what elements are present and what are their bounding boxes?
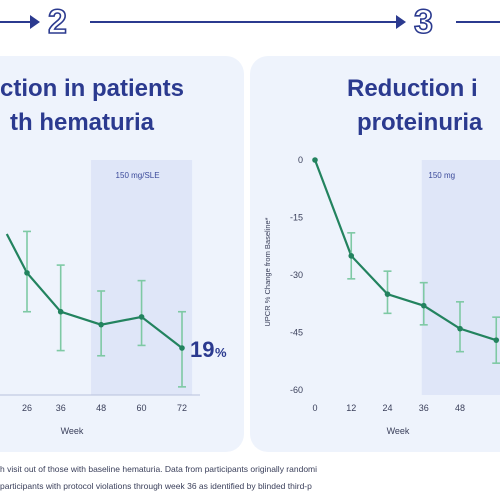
data-point bbox=[312, 157, 318, 163]
y-tick-label: -45 bbox=[290, 328, 303, 338]
step-number-3: 3 bbox=[413, 2, 434, 42]
end-value-unit: % bbox=[215, 345, 227, 360]
series-line bbox=[5, 233, 183, 349]
step-number-2: 2 bbox=[47, 2, 68, 42]
data-point bbox=[384, 291, 391, 297]
dose-band bbox=[91, 160, 193, 395]
data-point bbox=[179, 345, 185, 351]
data-point bbox=[24, 270, 30, 276]
panel-title-line-1: Reduction i bbox=[347, 75, 478, 102]
dose-label: 150 mg bbox=[428, 171, 455, 180]
panel-title-line-2: th hematuria bbox=[10, 109, 155, 136]
arrow-right-icon bbox=[396, 15, 406, 29]
data-point bbox=[348, 253, 355, 259]
data-point bbox=[98, 321, 104, 328]
end-value-label: 19 bbox=[190, 337, 214, 362]
data-point bbox=[420, 302, 427, 309]
y-tick-label: 0 bbox=[298, 155, 303, 165]
series-line bbox=[313, 159, 497, 342]
dose-label: 150 mg/SLE bbox=[116, 171, 160, 180]
x-tick-label: 72 bbox=[177, 403, 187, 413]
y-tick-label: -60 bbox=[290, 385, 303, 395]
panel-title-line-2: proteinuria bbox=[357, 109, 483, 136]
data-point bbox=[457, 325, 463, 332]
y-tick-label: -15 bbox=[290, 213, 303, 223]
x-tick-label: 60 bbox=[137, 403, 147, 413]
footnote-line-2: participants with protocol violations th… bbox=[0, 481, 312, 491]
x-axis-title: Week bbox=[387, 426, 410, 436]
x-tick-label: 48 bbox=[96, 403, 106, 413]
x-tick-label: 12 bbox=[346, 403, 356, 413]
panel-title-line-1: ction in patients bbox=[0, 75, 185, 102]
data-point bbox=[493, 337, 500, 343]
x-tick-label: 48 bbox=[455, 403, 465, 413]
x-tick-label: 0 bbox=[312, 403, 317, 413]
data-point bbox=[138, 314, 145, 320]
step-connector-left bbox=[0, 21, 34, 23]
step-header: 2 3 bbox=[0, 0, 500, 50]
step-connector-middle bbox=[90, 21, 400, 23]
x-tick-label: 36 bbox=[419, 403, 429, 413]
y-axis-title: UPCR % Change from Baseline* bbox=[263, 217, 272, 326]
proteinuria-chart: 150 mg 0 -15 -30 -45 -60 UPCR % Change from Ba… bbox=[263, 155, 500, 436]
x-tick-label: 36 bbox=[56, 403, 66, 413]
data-point bbox=[57, 308, 64, 315]
y-tick-label: -30 bbox=[290, 270, 303, 280]
arrow-right-icon bbox=[30, 15, 40, 29]
step-connector-right bbox=[456, 21, 500, 23]
x-axis-title: Week bbox=[61, 426, 84, 436]
hematuria-chart: 150 mg/SLE 26 36 48 60 72 Week 19% bbox=[0, 160, 227, 436]
x-tick-label: 26 bbox=[22, 403, 32, 413]
x-tick-label: 24 bbox=[382, 403, 392, 413]
footnote-line-1: h visit out of those with baseline hemat… bbox=[0, 464, 318, 474]
dose-band bbox=[421, 160, 500, 395]
